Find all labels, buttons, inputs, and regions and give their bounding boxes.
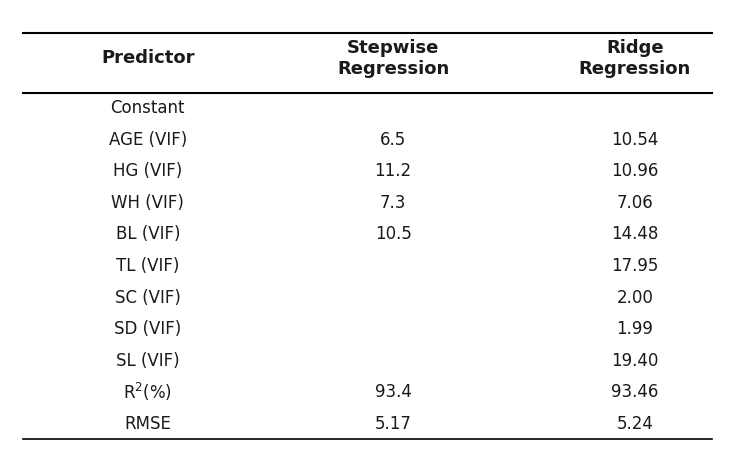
Text: 7.3: 7.3: [380, 194, 406, 212]
Text: 19.40: 19.40: [611, 352, 659, 369]
Text: Predictor: Predictor: [101, 50, 195, 67]
Text: Ridge
Regression: Ridge Regression: [578, 39, 691, 78]
Text: 10.96: 10.96: [611, 162, 659, 180]
Text: 5.17: 5.17: [375, 414, 412, 432]
Text: R$^2$(%): R$^2$(%): [123, 381, 172, 403]
Text: 6.5: 6.5: [380, 131, 406, 149]
Text: 93.46: 93.46: [611, 383, 659, 401]
Text: HG (VIF): HG (VIF): [113, 162, 182, 180]
Text: 10.54: 10.54: [611, 131, 659, 149]
Text: 1.99: 1.99: [617, 320, 653, 338]
Text: 10.5: 10.5: [375, 225, 412, 243]
Text: AGE (VIF): AGE (VIF): [109, 131, 187, 149]
Text: WH (VIF): WH (VIF): [112, 194, 184, 212]
Text: Constant: Constant: [110, 100, 185, 118]
Text: 11.2: 11.2: [375, 162, 412, 180]
Text: 7.06: 7.06: [617, 194, 653, 212]
Text: SL (VIF): SL (VIF): [116, 352, 179, 369]
Text: SC (VIF): SC (VIF): [115, 289, 181, 307]
Text: RMSE: RMSE: [124, 414, 171, 432]
Text: 17.95: 17.95: [611, 257, 659, 275]
Text: 93.4: 93.4: [375, 383, 412, 401]
Text: SD (VIF): SD (VIF): [114, 320, 182, 338]
Text: 2.00: 2.00: [617, 289, 653, 307]
Text: TL (VIF): TL (VIF): [116, 257, 179, 275]
Text: 14.48: 14.48: [611, 225, 659, 243]
Text: Stepwise
Regression: Stepwise Regression: [337, 39, 449, 78]
Text: 5.24: 5.24: [617, 414, 653, 432]
Text: BL (VIF): BL (VIF): [115, 225, 180, 243]
